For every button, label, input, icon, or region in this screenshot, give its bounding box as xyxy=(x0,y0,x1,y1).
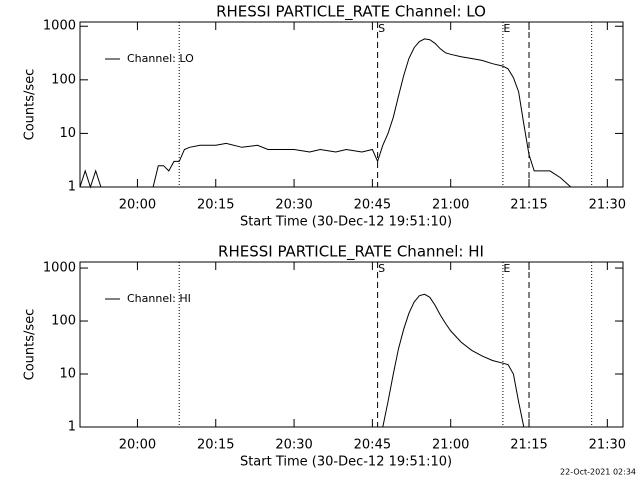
x-tick-label: 21:00 xyxy=(432,438,469,453)
chart-title: RHESSI PARTICLE_RATE Channel: HI xyxy=(218,243,484,262)
x-tick-label: 20:00 xyxy=(119,198,156,213)
time-marker-label: S xyxy=(378,22,385,35)
chart-title: RHESSI PARTICLE_RATE Channel: LO xyxy=(216,3,486,22)
y-tick-label: 100 xyxy=(51,72,76,87)
x-tick-label: 20:30 xyxy=(275,198,312,213)
data-line xyxy=(79,38,587,189)
y-tick-label: 1000 xyxy=(43,19,76,34)
x-tick-label: 21:15 xyxy=(510,438,547,453)
x-tick-label: 21:15 xyxy=(510,198,547,213)
y-tick-label: 10 xyxy=(59,367,76,382)
footer: 22-Oct-2021 02:34 xyxy=(560,468,636,477)
time-marker-label: E xyxy=(503,22,510,35)
y-tick-label: 10 xyxy=(59,126,76,141)
legend-label: Channel: LO xyxy=(127,52,194,65)
x-axis-label: Start Time (30-Dec-12 19:51:10) xyxy=(240,455,452,470)
x-tick-label: 20:15 xyxy=(197,198,234,213)
x-tick-label: 20:00 xyxy=(119,438,156,453)
y-tick-label: 1 xyxy=(68,180,76,195)
plot-frame xyxy=(79,261,624,428)
x-tick-label: 21:00 xyxy=(432,198,469,213)
x-tick-label: 20:45 xyxy=(354,438,391,453)
x-tick-label: 21:30 xyxy=(589,438,626,453)
x-tick-label: 20:15 xyxy=(197,438,234,453)
legend-label: Channel: HI xyxy=(127,292,191,305)
x-tick-label: 20:45 xyxy=(354,198,391,213)
plot-frame xyxy=(79,21,624,188)
y-axis-label: Counts/sec xyxy=(23,69,38,141)
x-tick-label: 20:30 xyxy=(275,438,312,453)
x-axis-label: Start Time (30-Dec-12 19:51:10) xyxy=(240,215,452,230)
y-tick-label: 1000 xyxy=(43,261,76,276)
x-tick-label: 21:30 xyxy=(589,198,626,213)
time-marker-label: E xyxy=(503,262,510,275)
time-marker-label: S xyxy=(378,262,385,275)
data-line xyxy=(382,293,525,428)
y-tick-label: 1 xyxy=(68,420,76,435)
y-tick-label: 100 xyxy=(51,314,76,329)
y-axis-label: Counts/sec xyxy=(23,309,38,381)
